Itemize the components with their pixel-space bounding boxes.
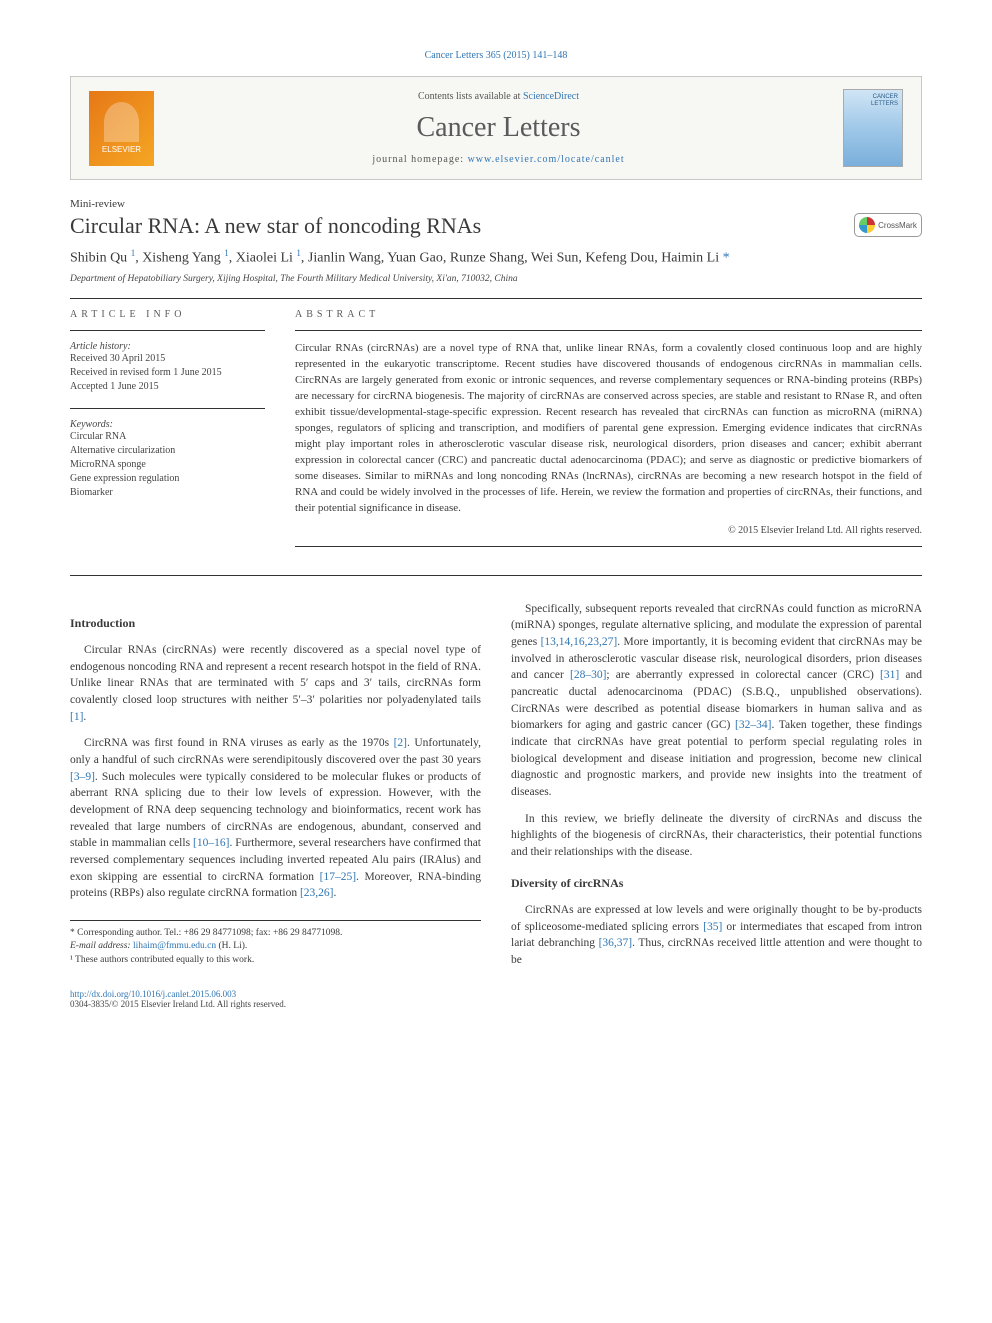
equal-contrib-note: ¹ These authors contributed equally to t…	[70, 954, 481, 967]
history-item: Received 30 April 2015	[70, 352, 265, 366]
history-item: Accepted 1 June 2015	[70, 380, 265, 394]
rule-body-top	[70, 575, 922, 576]
ref-link[interactable]: [32–34]	[735, 719, 771, 731]
body-right-col: Specifically, subsequent reports reveale…	[511, 601, 922, 979]
email-link[interactable]: lihaim@fmmu.edu.cn	[133, 941, 216, 951]
rule-top	[70, 298, 922, 299]
email-note: E-mail address: lihaim@fmmu.edu.cn (H. L…	[70, 940, 481, 953]
keyword: Biomarker	[70, 486, 265, 500]
article-info-heading: ARTICLE INFO	[70, 309, 265, 320]
ref-link[interactable]: [1]	[70, 711, 83, 723]
homepage-label: journal homepage:	[372, 154, 467, 165]
intro-heading: Introduction	[70, 615, 481, 632]
doi-link[interactable]: http://dx.doi.org/10.1016/j.canlet.2015.…	[70, 989, 236, 999]
abstract-copyright: © 2015 Elsevier Ireland Ltd. All rights …	[295, 525, 922, 536]
keywords-label: Keywords:	[70, 419, 265, 430]
article-title: Circular RNA: A new star of noncoding RN…	[70, 213, 481, 239]
ref-link[interactable]: [36,37]	[599, 937, 633, 949]
right-p3: CircRNAs are expressed at low levels and…	[511, 902, 922, 969]
abstract-heading: ABSTRACT	[295, 309, 922, 320]
citation-header: Cancer Letters 365 (2015) 141–148	[70, 50, 922, 61]
keyword: Gene expression regulation	[70, 472, 265, 486]
ref-link[interactable]: [3–9]	[70, 771, 95, 783]
contents-label: Contents lists available at	[418, 91, 523, 102]
abstract-rule-1	[295, 330, 922, 331]
info-rule-1	[70, 330, 265, 331]
keyword: Circular RNA	[70, 430, 265, 444]
keyword: Alternative circularization	[70, 444, 265, 458]
elsevier-logo-text: ELSEVIER	[102, 145, 141, 154]
ref-link[interactable]: [23,26]	[300, 887, 334, 899]
ref-link[interactable]: [35]	[703, 921, 722, 933]
ref-link[interactable]: [28–30]	[570, 669, 606, 681]
history-label: Article history:	[70, 341, 265, 352]
ref-link[interactable]: [10–16]	[193, 837, 229, 849]
ref-link[interactable]: [17–25]	[320, 871, 356, 883]
sciencedirect-link[interactable]: ScienceDirect	[523, 91, 579, 102]
authors-list: Shibin Qu 1, Xisheng Yang 1, Xiaolei Li …	[70, 247, 922, 268]
corresponding-note: * Corresponding author. Tel.: +86 29 847…	[70, 927, 481, 940]
right-p2: In this review, we briefly delineate the…	[511, 811, 922, 861]
ref-link[interactable]: [2]	[394, 737, 407, 749]
homepage-line: journal homepage: www.elsevier.com/locat…	[154, 154, 843, 165]
ref-link[interactable]: [31]	[880, 669, 899, 681]
elsevier-logo: ELSEVIER	[89, 91, 154, 166]
ref-link[interactable]: [13,14,16,23,27]	[541, 636, 618, 648]
issn-line: 0304-3835/© 2015 Elsevier Ireland Ltd. A…	[70, 999, 286, 1009]
footnotes: * Corresponding author. Tel.: +86 29 847…	[70, 920, 481, 967]
contents-line: Contents lists available at ScienceDirec…	[154, 91, 843, 102]
intro-p1: Circular RNAs (circRNAs) were recently d…	[70, 642, 481, 725]
crossmark-label: CrossMark	[878, 221, 917, 230]
body-left-col: Introduction Circular RNAs (circRNAs) we…	[70, 601, 481, 979]
article-type: Mini-review	[70, 198, 922, 210]
history-item: Received in revised form 1 June 2015	[70, 366, 265, 380]
journal-header-box: ELSEVIER Contents lists available at Sci…	[70, 76, 922, 180]
journal-cover-thumbnail	[843, 89, 903, 167]
abstract-text: Circular RNAs (circRNAs) are a novel typ…	[295, 341, 922, 516]
keyword: MicroRNA sponge	[70, 458, 265, 472]
doi-block: http://dx.doi.org/10.1016/j.canlet.2015.…	[70, 989, 922, 1009]
affiliation: Department of Hepatobiliary Surgery, Xij…	[70, 274, 922, 284]
crossmark-icon	[859, 217, 875, 233]
right-p1: Specifically, subsequent reports reveale…	[511, 601, 922, 801]
intro-p2: CircRNA was first found in RNA viruses a…	[70, 735, 481, 902]
diversity-heading: Diversity of circRNAs	[511, 875, 922, 892]
info-rule-2	[70, 408, 265, 409]
homepage-link[interactable]: www.elsevier.com/locate/canlet	[468, 154, 625, 165]
crossmark-badge[interactable]: CrossMark	[854, 213, 922, 237]
journal-name: Cancer Letters	[154, 112, 843, 144]
abstract-rule-2	[295, 546, 922, 547]
